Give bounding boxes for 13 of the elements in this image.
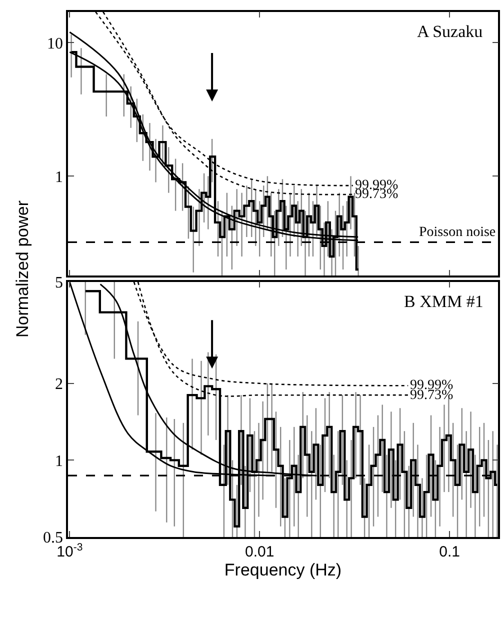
x-tick-label: 0.1: [439, 544, 460, 561]
y-tick-label: 10: [47, 35, 64, 52]
y-tick-label: 1: [55, 168, 64, 186]
y-tick-label: 5: [55, 274, 64, 292]
x-tick-label: 0.01: [244, 544, 274, 561]
y-tick-label: 1: [55, 452, 64, 470]
y-axis-title: Normalized power: [13, 200, 32, 338]
y-tick-label: 0.5: [43, 530, 64, 547]
text: B XMM #1: [404, 292, 484, 311]
x-axis-title: Frequency (Hz): [224, 560, 342, 580]
y-tick-label: 2: [55, 376, 64, 394]
text: A Suzaku: [417, 22, 484, 41]
ref-line-label: Poisson noise: [419, 225, 496, 240]
